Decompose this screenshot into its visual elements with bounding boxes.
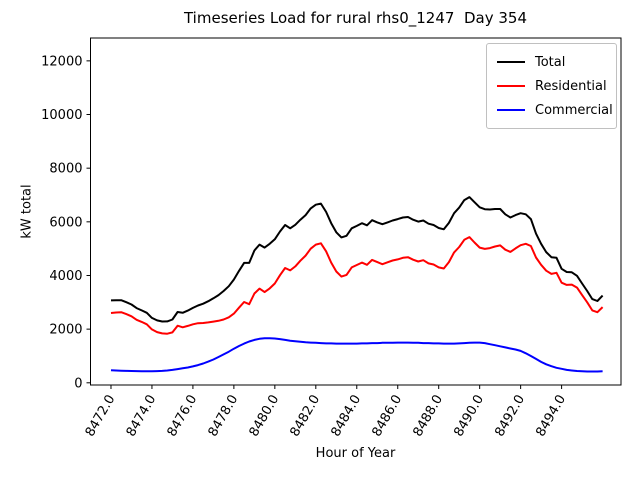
legend-label-commercial: Commercial	[535, 102, 613, 118]
y-tick-label: 10000	[41, 108, 82, 123]
y-tick-label: 12000	[41, 54, 82, 69]
x-axis-label: Hour of Year	[315, 446, 396, 461]
commercial-line	[110, 337, 603, 373]
x-tick-label: 8482.0	[288, 393, 324, 440]
x-tick-label: 8492.0	[492, 393, 528, 440]
chart-title: Timeseries Load for rural rhs0_1247 Day …	[183, 9, 527, 27]
x-tick-label: 8486.0	[369, 393, 405, 440]
y-tick-label: 2000	[49, 323, 82, 338]
legend-label-residential: Residential	[535, 78, 607, 94]
x-tick-label: 8480.0	[247, 393, 283, 440]
axes-frame	[90, 37, 622, 386]
y-tick-label: 8000	[49, 162, 82, 177]
legend-label-total: Total	[535, 54, 566, 70]
x-tick-label: 8484.0	[328, 393, 364, 440]
x-tick-label: 8474.0	[124, 393, 160, 440]
legend-item-commercial: Commercial	[497, 98, 613, 122]
y-tick-label: 6000	[49, 215, 82, 230]
residential-line-swatch	[497, 85, 525, 87]
x-tick-label: 8494.0	[533, 393, 569, 440]
legend-item-total: Total	[497, 50, 608, 74]
x-tick-label: 8488.0	[410, 393, 446, 440]
total-line	[110, 196, 604, 323]
total-line-swatch	[497, 61, 525, 63]
x-tick-label: 8476.0	[165, 393, 201, 440]
residential-line	[110, 236, 604, 335]
x-tick-label: 8472.0	[83, 393, 119, 440]
x-tick-label: 8478.0	[206, 393, 242, 440]
y-axis-label: kW total	[19, 184, 35, 239]
legend: Total Residential Commercial	[486, 43, 617, 129]
y-tick-label: 4000	[49, 269, 82, 284]
commercial-line-swatch	[497, 109, 525, 111]
legend-item-residential: Residential	[497, 74, 608, 98]
x-tick-label: 8490.0	[451, 393, 487, 440]
y-tick-label: 0	[74, 376, 82, 391]
